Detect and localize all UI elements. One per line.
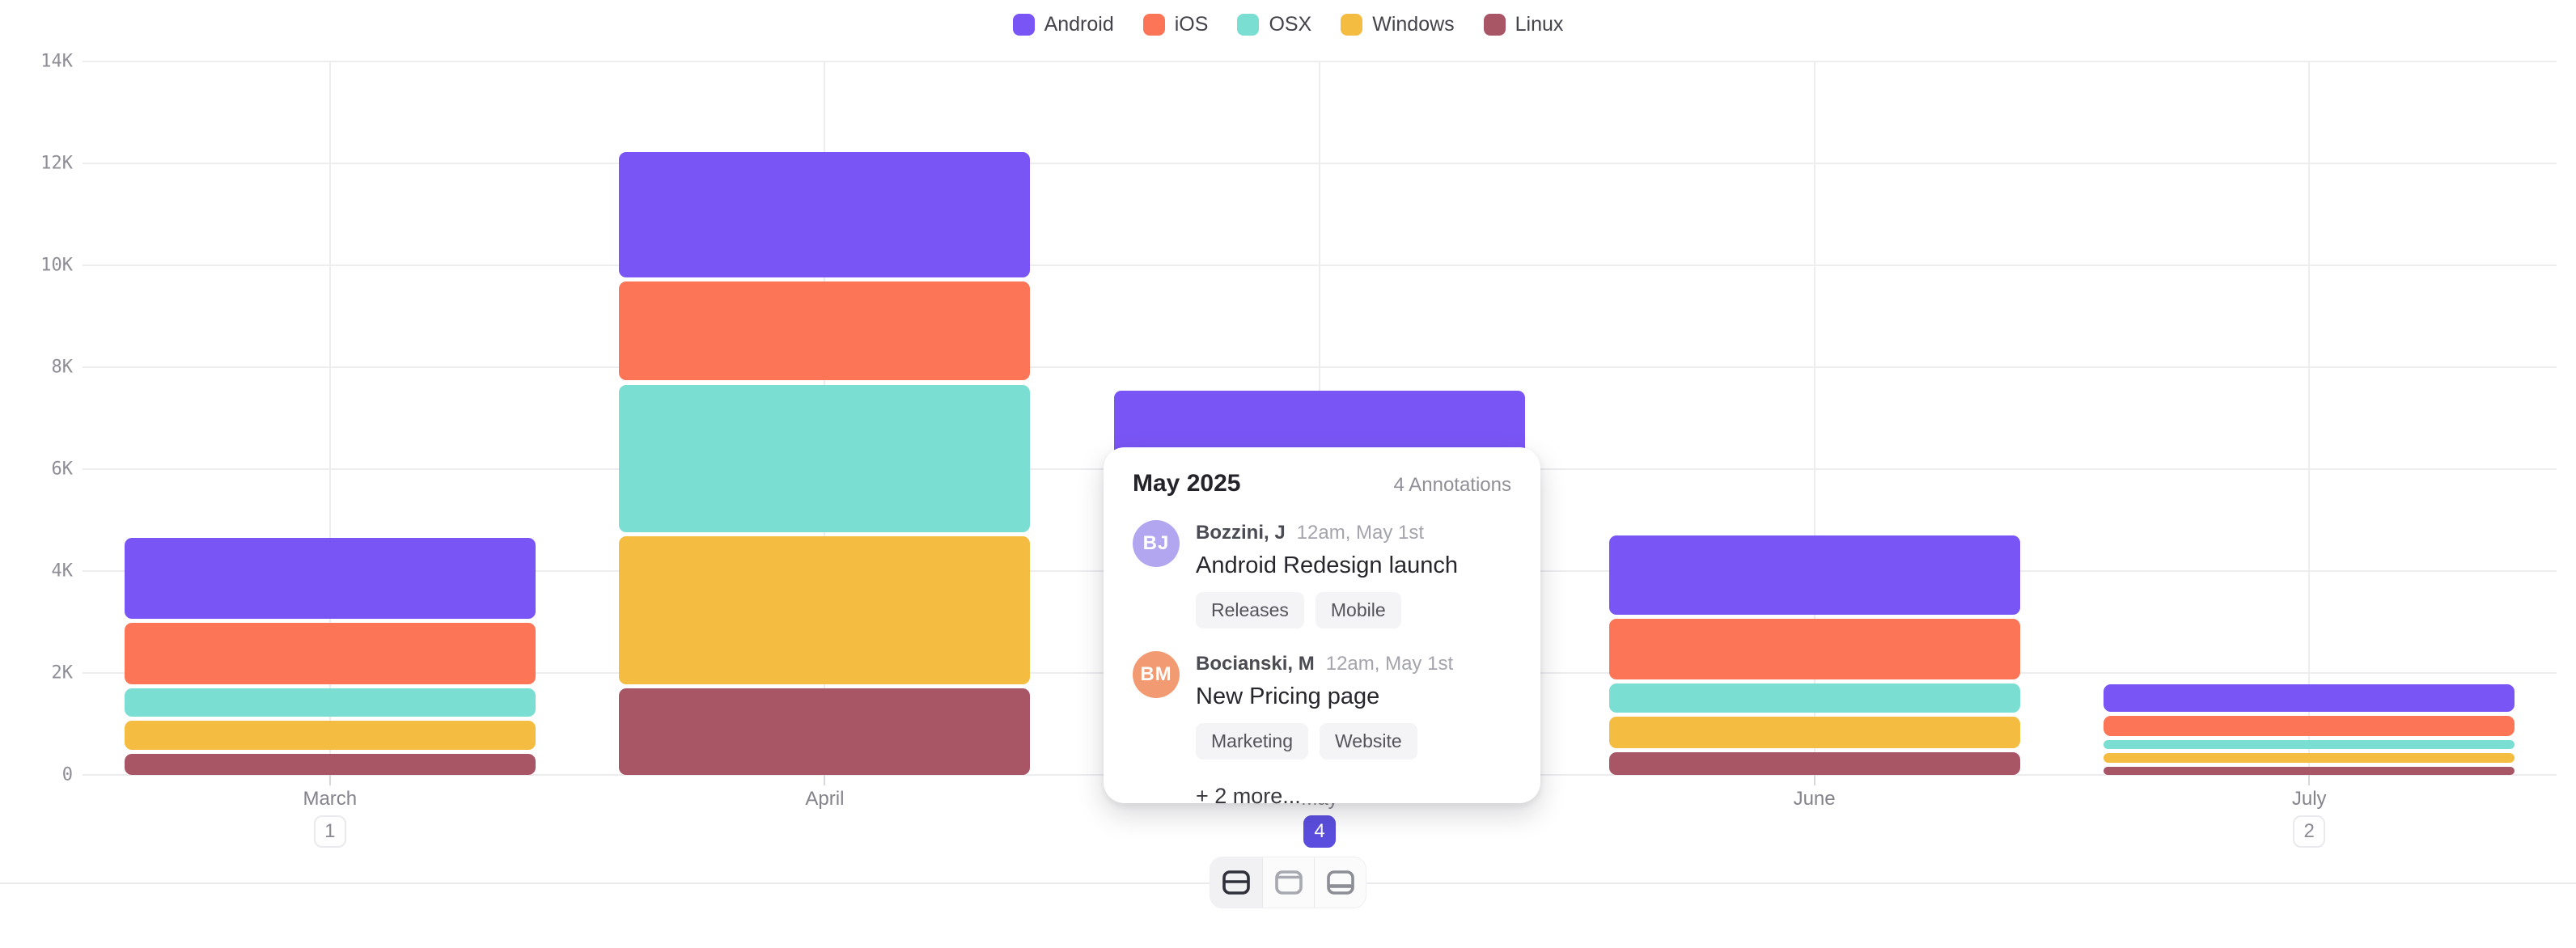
layout-toggle-button-1[interactable] [1210,857,1262,908]
y-axis-tick-label: 14K [40,51,73,72]
annotation-meta: Bozzini, J 12am, May 1st [1196,522,1458,544]
bar-segment-windows[interactable] [2104,753,2515,763]
bar-segment-android[interactable] [2104,684,2515,712]
x-axis-tick [2308,775,2311,785]
layout-toggle-group [1210,857,1366,908]
annotation-count-badge-may[interactable]: 4 [1303,815,1336,848]
legend-label: Linux [1515,13,1564,36]
annotation-count-badge-july[interactable]: 2 [2293,815,2326,848]
x-axis-tick [824,775,826,785]
annotation-tags: Releases Mobile [1196,592,1458,628]
x-axis-tick [1813,775,1815,785]
legend-label: iOS [1174,13,1209,36]
bar-segment-linux[interactable] [124,753,536,775]
legend-swatch-icon [1012,14,1035,36]
panel-split-bottom-icon [1326,870,1354,895]
panel-split-middle-icon [1222,870,1250,895]
bar-segment-linux[interactable] [1608,752,2020,775]
legend-swatch-icon [1483,14,1506,36]
bar-segment-osx[interactable] [124,688,536,717]
annotation-entry[interactable]: BJ Bozzini, J 12am, May 1st Android Redesig… [1133,520,1511,628]
annotation-body: Bozzini, J 12am, May 1st Android Redesign … [1196,520,1458,628]
popover-header: May 2025 4 Annotations [1133,470,1511,497]
bar-segment-osx[interactable] [1608,683,2020,713]
annotation-count-badge-march[interactable]: 1 [313,815,346,848]
bar-segment-ios[interactable] [2104,715,2515,737]
bar-segment-android[interactable] [1608,535,2020,616]
bar-segment-windows[interactable] [619,536,1031,684]
annotation-body: Bocianski, M 12am, May 1st New Pricing pag… [1196,651,1453,760]
x-axis-month-label: March [303,788,358,810]
bar-segment-linux[interactable] [2104,766,2515,775]
annotation-author-name: Bocianski, M [1196,653,1315,675]
bar-segment-ios[interactable] [124,623,536,684]
bar-segment-osx[interactable] [2104,740,2515,750]
legend-item-windows[interactable]: Windows [1341,13,1455,36]
annotation-author-name: Bozzini, J [1196,522,1286,544]
annotation-title: New Pricing page [1196,683,1380,709]
layout-toggle-button-3[interactable] [1314,857,1366,908]
annotation-timestamp: 12am, May 1st [1325,653,1454,675]
y-axis-tick-label: 4K [51,561,74,582]
month-gridline [2308,61,2311,775]
annotation-tag[interactable]: Mobile [1315,592,1401,628]
bar-segment-android[interactable] [619,152,1031,277]
legend-item-ios[interactable]: iOS [1142,13,1209,36]
bar-segment-android[interactable] [124,537,536,620]
annotation-tag[interactable]: Releases [1196,592,1304,628]
annotation-title: Android Redesign launch [1196,552,1459,578]
legend-label: OSX [1269,13,1312,36]
annotation-author-avatar: BM [1133,651,1180,698]
bar-segment-linux[interactable] [619,688,1031,775]
more-annotations-link[interactable]: + 2 more... [1196,784,1301,808]
month-gridline [328,61,331,775]
bar-segment-osx[interactable] [619,384,1031,533]
layout-toggle-button-2[interactable] [1262,857,1314,908]
x-axis-month-label: June [1793,788,1836,810]
annotation-list: BJ Bozzini, J 12am, May 1st Android Redesig… [1133,520,1511,760]
y-axis-tick-label: 2K [51,662,74,683]
legend-swatch-icon [1341,14,1363,36]
annotation-entry[interactable]: BM Bocianski, M 12am, May 1st New Pricing p… [1133,651,1511,760]
annotation-author-avatar: BJ [1133,520,1180,567]
popover-annotation-count: 4 Annotations [1393,474,1511,496]
annotation-meta: Bocianski, M 12am, May 1st [1196,653,1453,675]
chart-legend: Android iOS OSX Windows Linux [0,13,2576,36]
bar-segment-windows[interactable] [1608,717,2020,749]
x-axis-month-label: July [2291,788,2327,810]
legend-label: Windows [1372,13,1455,36]
annotation-tags: Marketing Website [1196,723,1453,760]
y-axis-tick-label: 0 [61,764,73,785]
bar-segment-ios[interactable] [619,281,1031,381]
legend-label: Android [1044,13,1114,36]
legend-swatch-icon [1237,14,1260,36]
legend-item-android[interactable]: Android [1012,13,1114,36]
x-axis-tick [328,775,331,785]
annotation-tag[interactable]: Marketing [1196,723,1308,760]
legend-item-osx[interactable]: OSX [1237,13,1311,36]
x-axis-month-label: April [805,788,845,810]
panel-split-top-icon [1274,870,1303,895]
y-axis-tick-label: 8K [51,357,74,378]
y-axis-tick-label: 12K [40,153,73,174]
annotation-timestamp: 12am, May 1st [1296,522,1425,544]
y-axis-tick-label: 6K [51,459,74,480]
annotation-tag[interactable]: Website [1319,723,1417,760]
bar-segment-windows[interactable] [124,720,536,750]
y-axis-tick-label: 10K [40,255,73,276]
annotations-popover: May 2025 4 Annotations BJ Bozzini, J 12am,… [1104,447,1540,808]
legend-swatch-icon [1142,14,1165,36]
popover-title: May 2025 [1133,470,1241,497]
month-gridline [1813,61,1815,775]
bar-segment-ios[interactable] [1608,619,2020,680]
legend-item-linux[interactable]: Linux [1483,13,1564,36]
